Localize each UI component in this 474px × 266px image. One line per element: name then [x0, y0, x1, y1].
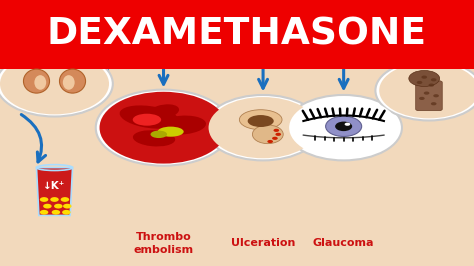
Circle shape [326, 116, 362, 136]
Ellipse shape [148, 104, 179, 119]
Text: Ulceration: Ulceration [231, 238, 295, 248]
Circle shape [54, 204, 63, 209]
Circle shape [62, 210, 71, 215]
Ellipse shape [133, 114, 161, 126]
Ellipse shape [157, 127, 183, 137]
Circle shape [375, 60, 474, 120]
Circle shape [61, 197, 69, 202]
Circle shape [40, 210, 48, 215]
Circle shape [40, 197, 48, 202]
Ellipse shape [60, 69, 85, 93]
Ellipse shape [119, 105, 179, 129]
Circle shape [431, 102, 437, 105]
Ellipse shape [35, 75, 46, 90]
Circle shape [272, 137, 278, 140]
Circle shape [50, 197, 59, 202]
Ellipse shape [63, 75, 74, 90]
Circle shape [63, 204, 72, 209]
Circle shape [285, 95, 402, 160]
Circle shape [52, 210, 60, 215]
Ellipse shape [252, 125, 283, 144]
Text: DEXAMETHASONE: DEXAMETHASONE [47, 16, 427, 53]
Text: ↓K⁺: ↓K⁺ [44, 181, 65, 191]
Circle shape [289, 97, 398, 158]
Circle shape [96, 90, 231, 166]
Polygon shape [36, 168, 73, 215]
Circle shape [424, 92, 429, 95]
Ellipse shape [159, 115, 206, 135]
FancyBboxPatch shape [0, 0, 474, 69]
Circle shape [209, 97, 318, 158]
Circle shape [335, 122, 352, 131]
Ellipse shape [306, 115, 382, 138]
Ellipse shape [151, 131, 167, 138]
Circle shape [433, 94, 439, 97]
Ellipse shape [239, 110, 282, 130]
Circle shape [428, 84, 434, 87]
Circle shape [417, 81, 422, 84]
Circle shape [273, 129, 279, 132]
Circle shape [421, 76, 427, 79]
Ellipse shape [248, 115, 274, 127]
Circle shape [205, 95, 321, 160]
Circle shape [379, 63, 474, 118]
Circle shape [0, 51, 113, 117]
Circle shape [100, 92, 228, 164]
Circle shape [43, 204, 52, 209]
Circle shape [267, 140, 273, 143]
Circle shape [345, 123, 350, 126]
Ellipse shape [24, 69, 49, 93]
Circle shape [431, 78, 437, 81]
Text: Glaucoma: Glaucoma [313, 238, 374, 248]
Circle shape [0, 53, 109, 114]
Circle shape [419, 97, 425, 100]
Ellipse shape [409, 70, 439, 86]
Ellipse shape [133, 130, 175, 147]
FancyBboxPatch shape [416, 81, 442, 111]
Text: Thrombo
embolism: Thrombo embolism [134, 232, 193, 255]
Circle shape [275, 133, 281, 136]
